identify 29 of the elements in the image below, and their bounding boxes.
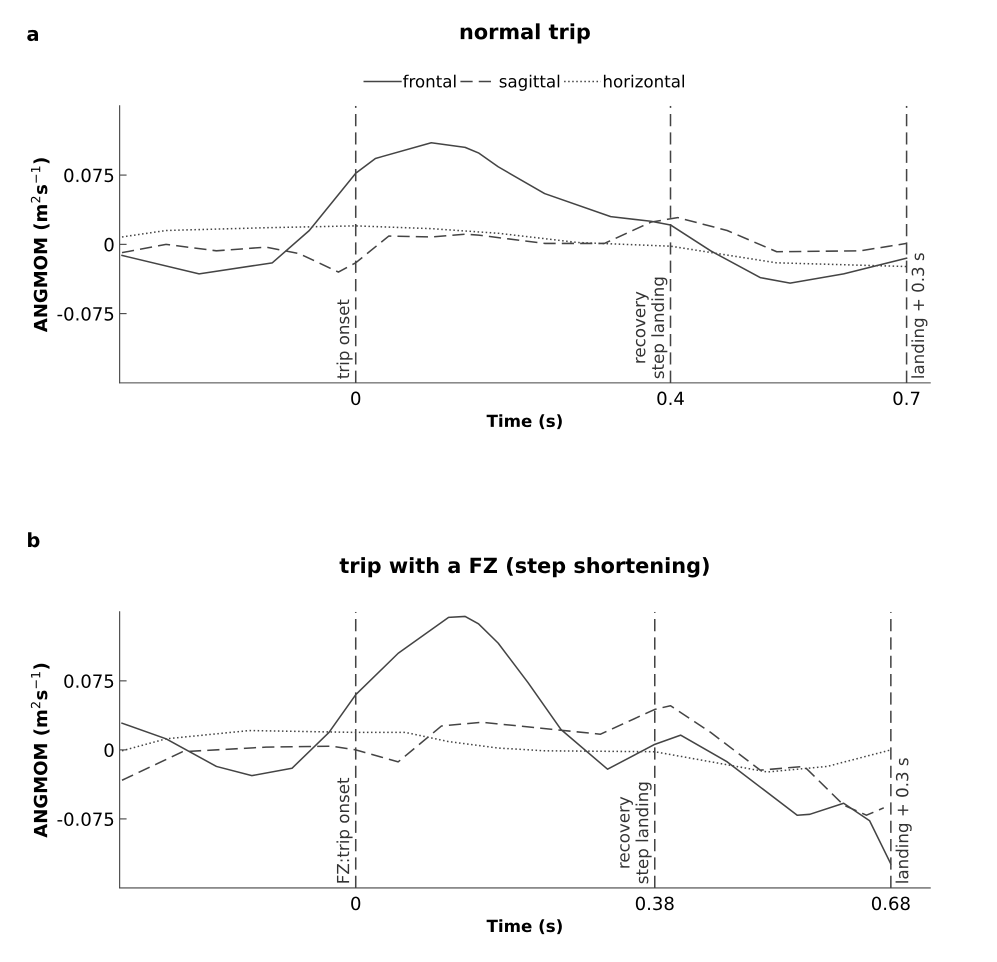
- ref-line-label: recovery step landing: [636, 278, 668, 378]
- x-tick-label: 0: [351, 392, 360, 406]
- y-tick-label: -0.075: [57, 812, 114, 826]
- x-axis-title: Time (s): [486, 919, 562, 934]
- x-tick-label: 0.68: [872, 896, 910, 910]
- ref-line-label: FZ:trip onset: [336, 778, 353, 883]
- x-axis-title: Time (s): [486, 414, 562, 430]
- x-tick-label: 0: [351, 896, 360, 910]
- ref-line-label: landing + 0.3 s: [911, 253, 928, 378]
- x-tick-label: 0.38: [636, 896, 674, 910]
- x-tick-label: 0.7: [893, 392, 920, 406]
- y-axis-title: ANGMOM (m$^{2}$s$^{−1}$): [30, 664, 50, 838]
- ref-line-label: trip onset: [336, 299, 353, 379]
- y-tick-label: 0: [104, 238, 114, 252]
- legend-label: horizontal: [604, 74, 684, 88]
- y-tick-label: 0.075: [64, 674, 114, 688]
- text: a: [27, 30, 38, 42]
- legend-label: sagittal: [500, 74, 560, 91]
- text: b: [28, 532, 40, 548]
- ref-line-label: landing + 0.3 s: [896, 758, 912, 883]
- legend-label: frontal: [402, 74, 456, 88]
- y-tick-label: -0.075: [57, 307, 114, 321]
- chart-title: normal trip: [460, 23, 590, 44]
- ref-line-label: recovery step landing: [620, 782, 652, 884]
- y-axis-title: ANGMOM (m$^{2}$s$^{−1}$): [30, 158, 50, 332]
- y-tick-label: 0: [104, 743, 114, 757]
- y-tick-label: 0.075: [64, 168, 114, 182]
- chart-title: trip with a FZ (step shortening): [340, 557, 709, 578]
- x-tick-label: 0.4: [657, 392, 684, 406]
